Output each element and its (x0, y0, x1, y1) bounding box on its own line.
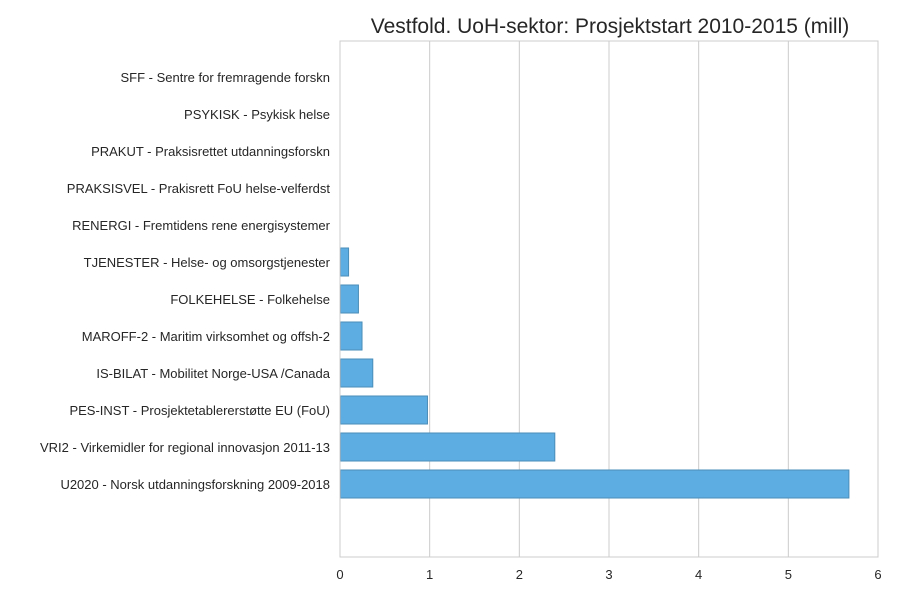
x-tick-label: 6 (874, 567, 881, 582)
y-tick-labels: SFF - Sentre for fremragende forskn PSYKI… (40, 70, 331, 492)
bar (340, 432, 556, 462)
x-tick-label: 4 (695, 567, 702, 582)
y-tick-label: VRI2 - Virkemidler for regional innovasj… (40, 440, 330, 455)
bar (340, 395, 428, 425)
bar (340, 284, 359, 314)
y-tick-label: U2020 - Norsk utdanningsforskning 2009-2… (60, 477, 330, 492)
y-tick-label: MAROFF-2 - Maritim virksomhet og offsh-2 (82, 329, 330, 344)
chart-title: Vestfold. UoH-sektor: Prosjektstart 2010… (371, 15, 850, 38)
x-tick-label: 5 (785, 567, 792, 582)
bar (340, 358, 374, 388)
bars (340, 247, 850, 499)
y-tick-label: FOLKEHELSE - Folkehelse (170, 292, 330, 307)
y-tick-label: SFF - Sentre for fremragende forskn (120, 70, 330, 85)
plot-frame (339, 40, 879, 558)
y-tick-label: PRAKSISVEL - Prakisrett FoU helse-velfer… (67, 181, 331, 196)
x-tick-label: 2 (516, 567, 523, 582)
y-tick-label: PES-INST - Prosjektetablererstøtte EU (F… (69, 403, 330, 418)
bar (340, 469, 850, 499)
bar (340, 247, 350, 277)
x-tick-labels: 0 1 2 3 4 5 6 (336, 567, 881, 582)
y-tick-label: IS-BILAT - Mobilitet Norge-USA /Canada (96, 366, 330, 381)
x-tick-label: 1 (426, 567, 433, 582)
bar (340, 321, 363, 351)
x-tick-label: 0 (336, 567, 343, 582)
y-tick-label: PSYKISK - Psykisk helse (184, 107, 330, 122)
y-tick-label: RENERGI - Fremtidens rene energisystemer (72, 218, 331, 233)
x-tick-label: 3 (605, 567, 612, 582)
y-tick-label: TJENESTER - Helse- og omsorgstjenester (84, 255, 331, 270)
y-tick-label: PRAKUT - Praksisrettet utdanningsforskn (91, 144, 330, 159)
